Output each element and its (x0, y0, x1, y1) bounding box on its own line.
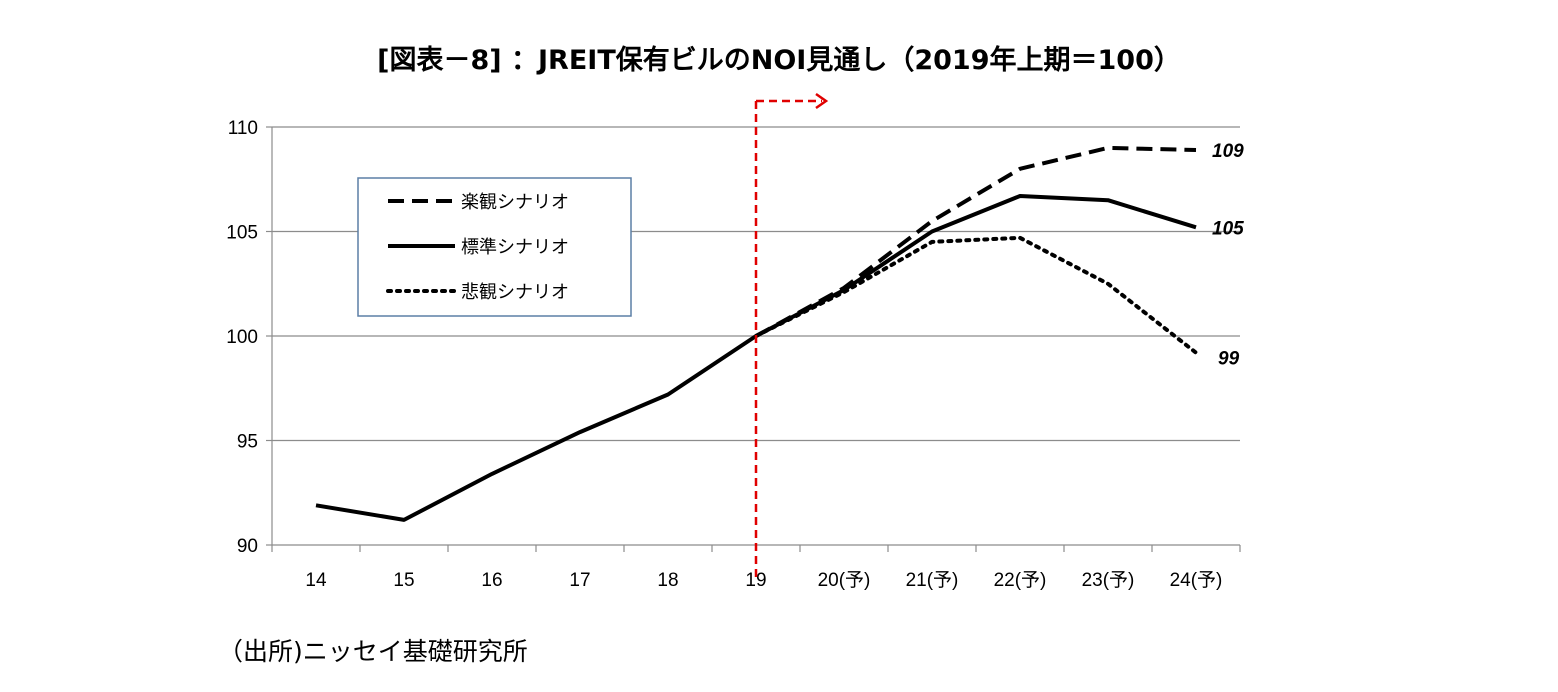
forecast-marker (754, 92, 829, 578)
x-tick-label: 16 (481, 570, 502, 591)
legend-label: 楽観シナリオ (461, 192, 569, 213)
x-tick-label: 22(予) (994, 570, 1047, 591)
x-tick-label: 15 (393, 570, 414, 591)
chart-title: [図表－8] ：JREIT保有ビルのNOI見通し（2019年上期＝100） (377, 45, 1181, 76)
label-layer: 109 105 99 (1212, 141, 1244, 370)
legend-label: 悲観シナリオ (461, 282, 569, 303)
end-label: 109 (1212, 141, 1244, 162)
forecast-arrow-head (815, 92, 829, 110)
x-tick-label: 14 (305, 570, 327, 591)
x-tick-label: 17 (569, 570, 590, 591)
end-label: 99 (1218, 349, 1240, 370)
x-tick-label: 18 (657, 570, 678, 591)
y-tick-label: 105 (226, 223, 258, 244)
series-line-1 (755, 145, 1197, 338)
source-note: （出所)ニッセイ基礎研究所 (218, 637, 528, 666)
y-tick-label: 90 (237, 536, 258, 557)
x-tick-label: 21(予) (906, 570, 959, 591)
end-label: 105 (1212, 218, 1244, 239)
x-tick-label: 23(予) (1082, 570, 1135, 591)
y-tick-label: 95 (237, 432, 258, 453)
series-line-3 (754, 235, 1198, 355)
x-tick-label: 20(予) (818, 570, 871, 591)
y-tick-label: 110 (228, 118, 258, 139)
y-tick-label: 100 (226, 327, 258, 348)
legend-label: 標準シナリオ (461, 237, 569, 258)
x-tick-label: 19 (745, 570, 766, 591)
x-tick-label: 24(予) (1170, 570, 1223, 591)
